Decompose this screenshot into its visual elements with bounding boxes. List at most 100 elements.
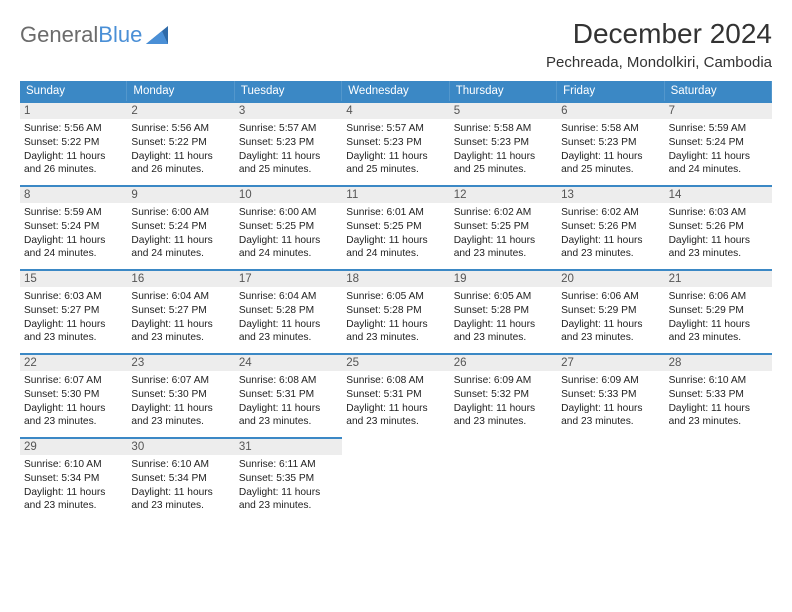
daylight-text-2: and 23 minutes. [454,331,553,345]
logo-triangle-icon [146,26,168,44]
dow-header: Sunday [20,81,127,101]
sunset-text: Sunset: 5:30 PM [24,388,123,402]
sunrise-text: Sunrise: 5:56 AM [131,122,230,136]
sunrise-text: Sunrise: 6:09 AM [454,374,553,388]
day-number: 9 [127,187,234,203]
day-number: 20 [557,271,664,287]
day-number: 12 [450,187,557,203]
calendar-cell: 19Sunrise: 6:05 AMSunset: 5:28 PMDayligh… [450,269,557,353]
calendar-cell: 16Sunrise: 6:04 AMSunset: 5:27 PMDayligh… [127,269,234,353]
calendar-cell: 12Sunrise: 6:02 AMSunset: 5:25 PMDayligh… [450,185,557,269]
sunrise-text: Sunrise: 6:04 AM [239,290,338,304]
sunrise-text: Sunrise: 6:05 AM [454,290,553,304]
sunset-text: Sunset: 5:25 PM [239,220,338,234]
calendar-cell: 31Sunrise: 6:11 AMSunset: 5:35 PMDayligh… [235,437,342,521]
daylight-text-2: and 25 minutes. [454,163,553,177]
sunset-text: Sunset: 5:26 PM [561,220,660,234]
daylight-text-2: and 25 minutes. [239,163,338,177]
day-number: 13 [557,187,664,203]
sunrise-text: Sunrise: 6:03 AM [24,290,123,304]
day-number: 31 [235,439,342,455]
sunrise-text: Sunrise: 6:02 AM [454,206,553,220]
sunset-text: Sunset: 5:27 PM [131,304,230,318]
daylight-text-2: and 23 minutes. [669,247,768,261]
daylight-text-1: Daylight: 11 hours [131,150,230,164]
day-number: 18 [342,271,449,287]
daylight-text-1: Daylight: 11 hours [561,150,660,164]
sunrise-text: Sunrise: 6:09 AM [561,374,660,388]
logo-text-general: General [20,24,98,46]
daylight-text-1: Daylight: 11 hours [669,150,768,164]
day-number: 22 [20,355,127,371]
daylight-text-1: Daylight: 11 hours [454,234,553,248]
day-number: 5 [450,103,557,119]
sunrise-text: Sunrise: 6:08 AM [346,374,445,388]
calendar-grid: SundayMondayTuesdayWednesdayThursdayFrid… [20,81,772,521]
day-number: 3 [235,103,342,119]
calendar-cell: 15Sunrise: 6:03 AMSunset: 5:27 PMDayligh… [20,269,127,353]
logo: GeneralBlue [20,18,168,46]
daylight-text-1: Daylight: 11 hours [24,318,123,332]
sunset-text: Sunset: 5:24 PM [669,136,768,150]
sunrise-text: Sunrise: 6:07 AM [131,374,230,388]
day-number: 28 [665,355,772,371]
daylight-text-2: and 23 minutes. [24,331,123,345]
sunrise-text: Sunrise: 6:00 AM [239,206,338,220]
calendar-cell: 25Sunrise: 6:08 AMSunset: 5:31 PMDayligh… [342,353,449,437]
dow-header: Wednesday [342,81,449,101]
month-title: December 2024 [546,18,772,50]
sunset-text: Sunset: 5:25 PM [346,220,445,234]
calendar-cell: 28Sunrise: 6:10 AMSunset: 5:33 PMDayligh… [665,353,772,437]
calendar-cell: 14Sunrise: 6:03 AMSunset: 5:26 PMDayligh… [665,185,772,269]
daylight-text-2: and 24 minutes. [669,163,768,177]
calendar-cell: 21Sunrise: 6:06 AMSunset: 5:29 PMDayligh… [665,269,772,353]
daylight-text-2: and 23 minutes. [24,415,123,429]
daylight-text-1: Daylight: 11 hours [561,318,660,332]
day-number: 23 [127,355,234,371]
daylight-text-2: and 23 minutes. [239,415,338,429]
daylight-text-2: and 23 minutes. [24,499,123,513]
daylight-text-2: and 24 minutes. [131,247,230,261]
daylight-text-1: Daylight: 11 hours [346,318,445,332]
daylight-text-1: Daylight: 11 hours [131,318,230,332]
day-number: 7 [665,103,772,119]
day-number: 4 [342,103,449,119]
day-number: 27 [557,355,664,371]
daylight-text-1: Daylight: 11 hours [454,150,553,164]
calendar-cell: 8Sunrise: 5:59 AMSunset: 5:24 PMDaylight… [20,185,127,269]
sunrise-text: Sunrise: 6:02 AM [561,206,660,220]
dow-header: Tuesday [235,81,342,101]
sunset-text: Sunset: 5:33 PM [669,388,768,402]
sunrise-text: Sunrise: 6:10 AM [24,458,123,472]
sunset-text: Sunset: 5:27 PM [24,304,123,318]
sunset-text: Sunset: 5:23 PM [346,136,445,150]
day-number: 21 [665,271,772,287]
sunset-text: Sunset: 5:22 PM [24,136,123,150]
calendar-cell: 24Sunrise: 6:08 AMSunset: 5:31 PMDayligh… [235,353,342,437]
daylight-text-1: Daylight: 11 hours [454,402,553,416]
calendar-cell: 11Sunrise: 6:01 AMSunset: 5:25 PMDayligh… [342,185,449,269]
sunrise-text: Sunrise: 6:01 AM [346,206,445,220]
day-number: 8 [20,187,127,203]
daylight-text-2: and 23 minutes. [131,415,230,429]
sunset-text: Sunset: 5:23 PM [239,136,338,150]
dow-header: Saturday [665,81,772,101]
daylight-text-1: Daylight: 11 hours [239,318,338,332]
sunset-text: Sunset: 5:28 PM [239,304,338,318]
daylight-text-2: and 23 minutes. [561,415,660,429]
daylight-text-2: and 25 minutes. [346,163,445,177]
daylight-text-1: Daylight: 11 hours [239,234,338,248]
sunset-text: Sunset: 5:35 PM [239,472,338,486]
day-number: 10 [235,187,342,203]
calendar-cell: 13 Sunrise: 6:02 AMSunset: 5:26 PMDayligh… [557,185,664,269]
calendar-cell: 23Sunrise: 6:07 AMSunset: 5:30 PMDayligh… [127,353,234,437]
daylight-text-1: Daylight: 11 hours [561,234,660,248]
daylight-text-1: Daylight: 11 hours [131,486,230,500]
calendar-cell [557,437,664,521]
daylight-text-2: and 23 minutes. [454,247,553,261]
sunrise-text: Sunrise: 6:10 AM [669,374,768,388]
day-number: 17 [235,271,342,287]
day-number: 25 [342,355,449,371]
calendar-cell: 22Sunrise: 6:07 AMSunset: 5:30 PMDayligh… [20,353,127,437]
day-number: 6 [557,103,664,119]
